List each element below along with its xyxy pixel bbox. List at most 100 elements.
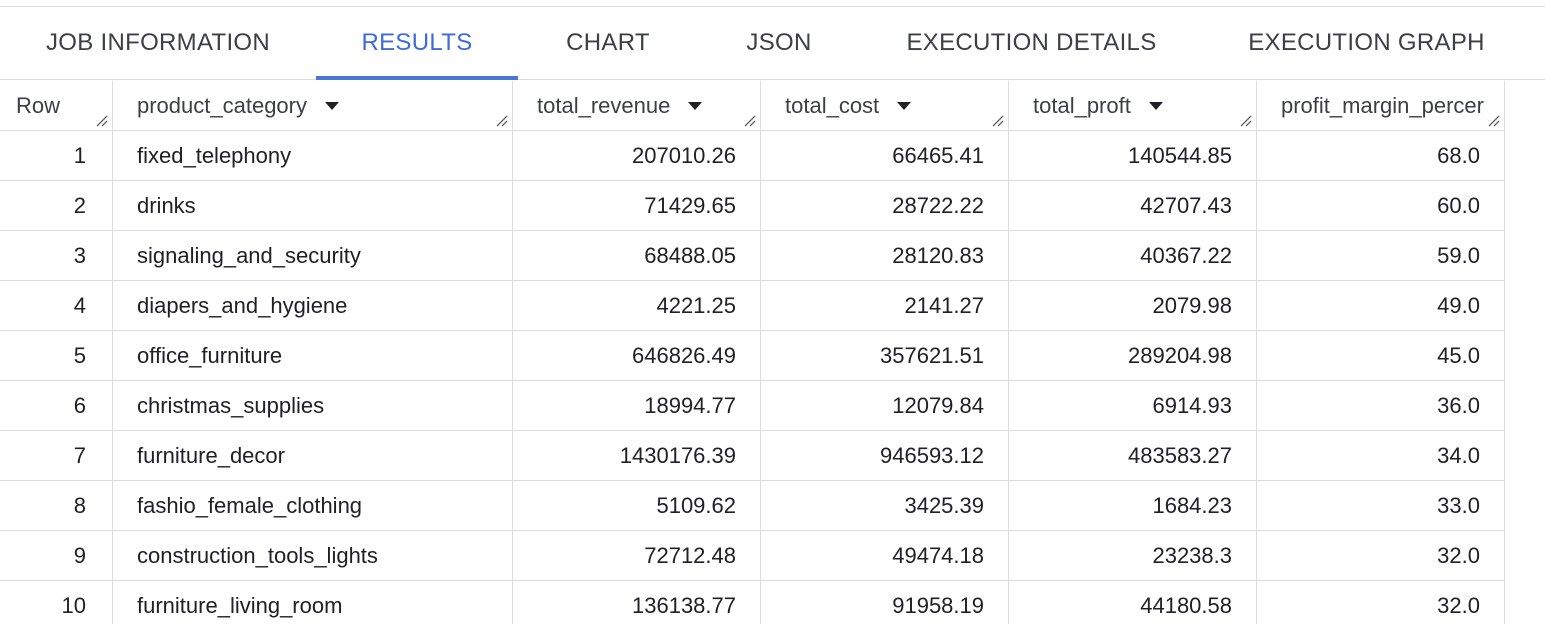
cell-total-revenue: 207010.26 <box>513 131 761 180</box>
cell-total-proft: 289204.98 <box>1009 331 1257 380</box>
cell-total-proft: 483583.27 <box>1009 431 1257 480</box>
table-row[interactable]: 10 furniture_living_room 136138.77 91958… <box>0 581 1505 624</box>
column-resize-icon[interactable] <box>494 113 508 127</box>
column-resize-icon[interactable] <box>1486 113 1500 127</box>
tab-job-information[interactable]: JOB INFORMATION <box>45 29 271 56</box>
cell-product-category: office_furniture <box>113 331 513 380</box>
row-number: 7 <box>0 431 113 480</box>
column-resize-icon[interactable] <box>990 113 1004 127</box>
table-row[interactable]: 3 signaling_and_security 68488.05 28120.… <box>0 231 1505 281</box>
column-header-profit-margin-percent[interactable]: profit_margin_percer <box>1257 81 1505 130</box>
cell-product-category: construction_tools_lights <box>113 531 513 580</box>
column-header-label: total_proft <box>1033 92 1131 118</box>
cell-profit-margin: 34.0 <box>1257 431 1505 480</box>
table-row[interactable]: 5 office_furniture 646826.49 357621.51 2… <box>0 331 1505 381</box>
column-header-total-revenue[interactable]: total_revenue <box>513 81 761 130</box>
cell-total-revenue: 4221.25 <box>513 281 761 330</box>
column-header-label: total_cost <box>785 92 880 118</box>
table-row[interactable]: 4 diapers_and_hygiene 4221.25 2141.27 20… <box>0 281 1505 331</box>
cell-total-revenue: 18994.77 <box>513 381 761 430</box>
cell-product-category: fashio_female_clothing <box>113 481 513 530</box>
cell-total-proft: 140544.85 <box>1009 131 1257 180</box>
results-table: Row product_category total_revenue total… <box>0 81 1505 624</box>
cell-profit-margin: 32.0 <box>1257 581 1505 624</box>
cell-profit-margin: 32.0 <box>1257 531 1505 580</box>
cell-total-proft: 44180.58 <box>1009 581 1257 624</box>
cell-total-proft: 40367.22 <box>1009 231 1257 280</box>
cell-total-cost: 3425.39 <box>761 481 1009 530</box>
cell-total-cost: 2141.27 <box>761 281 1009 330</box>
cell-total-revenue: 1430176.39 <box>513 431 761 480</box>
cell-total-revenue: 646826.49 <box>513 331 761 380</box>
table-row[interactable]: 8 fashio_female_clothing 5109.62 3425.39… <box>0 481 1505 531</box>
table-row[interactable]: 2 drinks 71429.65 28722.22 42707.43 60.0 <box>0 181 1505 231</box>
cell-profit-margin: 60.0 <box>1257 181 1505 230</box>
cell-total-cost: 28120.83 <box>761 231 1009 280</box>
column-header-product-category[interactable]: product_category <box>113 81 513 130</box>
table-row[interactable]: 6 christmas_supplies 18994.77 12079.84 6… <box>0 381 1505 431</box>
column-resize-icon[interactable] <box>94 113 108 127</box>
column-header-label: profit_margin_percer <box>1281 92 1484 118</box>
column-resize-icon[interactable] <box>742 113 756 127</box>
table-header-row: Row product_category total_revenue total… <box>0 81 1505 131</box>
tab-results[interactable]: RESULTS <box>316 7 518 80</box>
cell-total-proft: 6914.93 <box>1009 381 1257 430</box>
tab-execution-graph[interactable]: EXECUTION GRAPH <box>1248 29 1485 56</box>
tab-chart[interactable]: CHART <box>566 29 650 56</box>
row-number: 10 <box>0 581 113 624</box>
cell-product-category: christmas_supplies <box>113 381 513 430</box>
row-number: 5 <box>0 331 113 380</box>
cell-total-revenue: 5109.62 <box>513 481 761 530</box>
cell-product-category: signaling_and_security <box>113 231 513 280</box>
cell-profit-margin: 33.0 <box>1257 481 1505 530</box>
column-header-label: total_revenue <box>537 92 671 118</box>
table-row[interactable]: 1 fixed_telephony 207010.26 66465.41 140… <box>0 131 1505 181</box>
cell-total-proft: 23238.3 <box>1009 531 1257 580</box>
row-number: 9 <box>0 531 113 580</box>
row-number: 8 <box>0 481 113 530</box>
row-number: 6 <box>0 381 113 430</box>
cell-total-cost: 28722.22 <box>761 181 1009 230</box>
sort-caret-icon[interactable] <box>325 101 339 110</box>
row-number: 2 <box>0 181 113 230</box>
table-row[interactable]: 7 furniture_decor 1430176.39 946593.12 4… <box>0 431 1505 481</box>
cell-total-cost: 91958.19 <box>761 581 1009 624</box>
cell-total-proft: 1684.23 <box>1009 481 1257 530</box>
cell-total-cost: 49474.18 <box>761 531 1009 580</box>
cell-product-category: furniture_living_room <box>113 581 513 624</box>
cell-profit-margin: 59.0 <box>1257 231 1505 280</box>
column-header-label: product_category <box>137 92 307 118</box>
cell-total-revenue: 72712.48 <box>513 531 761 580</box>
column-header-total-proft[interactable]: total_proft <box>1009 81 1257 130</box>
cell-profit-margin: 36.0 <box>1257 381 1505 430</box>
cell-total-cost: 66465.41 <box>761 131 1009 180</box>
row-number: 3 <box>0 231 113 280</box>
cell-product-category: diapers_and_hygiene <box>113 281 513 330</box>
row-number: 4 <box>0 281 113 330</box>
cell-total-revenue: 68488.05 <box>513 231 761 280</box>
cell-total-cost: 12079.84 <box>761 381 1009 430</box>
cell-total-proft: 2079.98 <box>1009 281 1257 330</box>
cell-total-cost: 946593.12 <box>761 431 1009 480</box>
column-header-total-cost[interactable]: total_cost <box>761 81 1009 130</box>
results-tab-bar: JOB INFORMATION RESULTS CHART JSON EXECU… <box>0 7 1545 80</box>
tab-json[interactable]: JSON <box>746 29 812 56</box>
cell-profit-margin: 68.0 <box>1257 131 1505 180</box>
table-row[interactable]: 9 construction_tools_lights 72712.48 494… <box>0 531 1505 581</box>
column-header-row: Row <box>0 81 113 130</box>
cell-product-category: furniture_decor <box>113 431 513 480</box>
column-resize-icon[interactable] <box>1238 113 1252 127</box>
cell-total-revenue: 71429.65 <box>513 181 761 230</box>
tab-execution-details[interactable]: EXECUTION DETAILS <box>906 29 1157 56</box>
top-divider <box>0 6 1545 7</box>
cell-total-cost: 357621.51 <box>761 331 1009 380</box>
cell-total-revenue: 136138.77 <box>513 581 761 624</box>
column-header-label: Row <box>16 92 61 118</box>
cell-total-proft: 42707.43 <box>1009 181 1257 230</box>
cell-profit-margin: 45.0 <box>1257 331 1505 380</box>
cell-product-category: fixed_telephony <box>113 131 513 180</box>
sort-caret-icon[interactable] <box>1148 101 1163 110</box>
sort-caret-icon[interactable] <box>897 101 912 110</box>
sort-caret-icon[interactable] <box>688 101 703 110</box>
